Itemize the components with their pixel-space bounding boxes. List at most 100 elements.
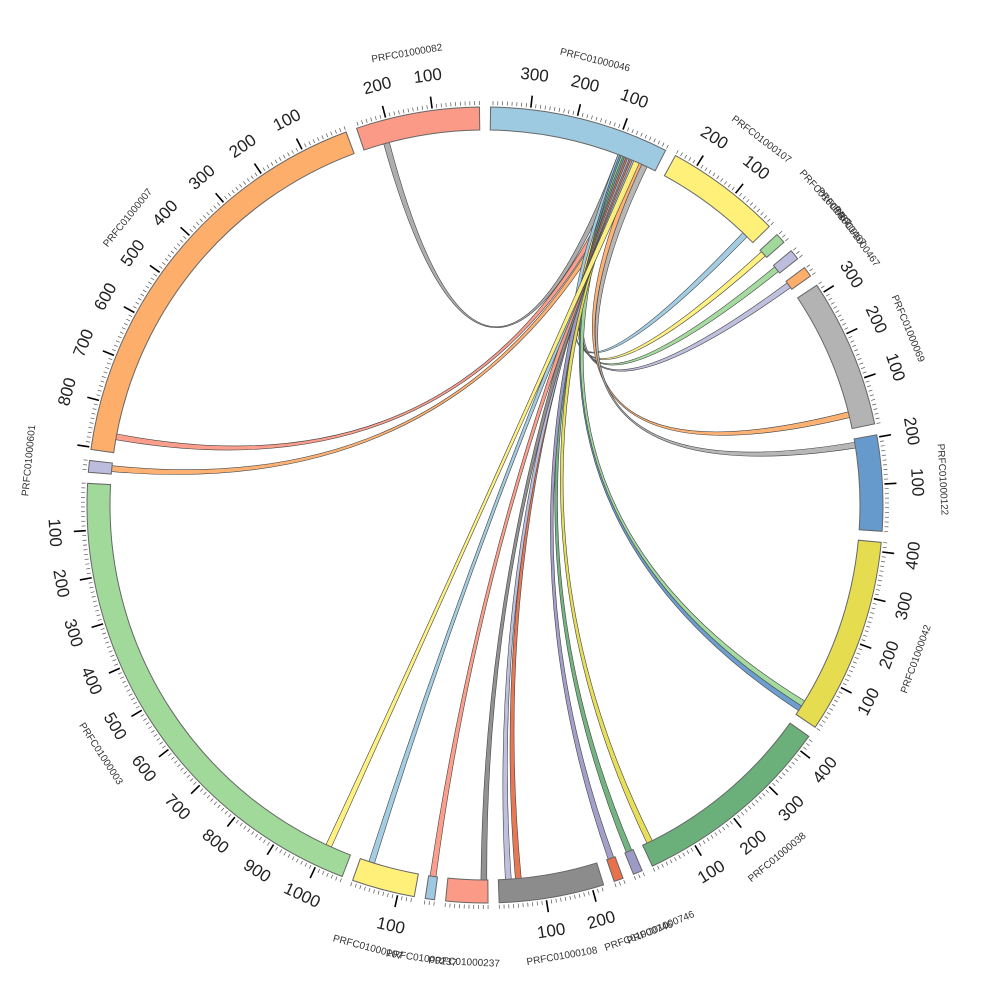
minor-tick (274, 159, 278, 164)
minor-tick (106, 362, 111, 365)
minor-tick (775, 779, 779, 783)
minor-tick (108, 358, 113, 361)
link-ribbon-0[interactable] (383, 142, 624, 328)
minor-tick (250, 175, 254, 180)
major-tick (840, 686, 852, 694)
tick-label: 100 (739, 151, 773, 184)
tick-label: 300 (185, 161, 219, 194)
contig-block-c046[interactable] (489, 106, 667, 172)
minor-tick (640, 132, 643, 137)
minor-tick (291, 150, 294, 154)
minor-tick (91, 412, 96, 415)
major-tick (394, 895, 399, 908)
contig-block-s7[interactable] (87, 459, 113, 475)
minor-tick (156, 737, 161, 741)
tick-label: 400 (149, 196, 182, 230)
contig-block-s4[interactable] (624, 848, 643, 875)
minor-tick (820, 285, 825, 289)
minor-tick (714, 832, 718, 836)
contig-block-c003[interactable] (86, 482, 352, 878)
minor-tick (816, 728, 821, 731)
minor-tick (850, 340, 855, 343)
minor-tick (304, 862, 308, 867)
contig-block-s5[interactable] (606, 856, 624, 883)
contig-block-s3[interactable] (785, 266, 812, 290)
minor-tick (196, 222, 200, 226)
minor-tick (251, 831, 255, 835)
contig-block-s1[interactable] (759, 233, 785, 259)
minor-tick (583, 892, 585, 897)
minor-tick (159, 741, 163, 745)
contig-block-s6[interactable] (424, 875, 439, 901)
link-ribbon-1[interactable] (115, 157, 634, 451)
contig-block-s2[interactable] (772, 249, 799, 274)
ticks-layer (73, 95, 897, 913)
minor-tick (657, 140, 661, 145)
minor-tick (173, 246, 178, 251)
tick-label: 900 (240, 855, 274, 886)
contig-block-c107[interactable] (663, 154, 771, 244)
minor-tick (731, 186, 735, 191)
minor-tick (785, 768, 789, 773)
minor-tick (321, 870, 325, 875)
contig-block-c069[interactable] (796, 284, 876, 430)
contig-block-c237[interactable] (445, 877, 489, 904)
tick-label: 500 (117, 236, 149, 270)
minor-tick (93, 403, 98, 406)
contig-name-s7: PRFC01000601 (20, 424, 38, 497)
contig-block-c007[interactable] (90, 131, 355, 454)
links-layer (111, 142, 856, 881)
minor-tick (287, 152, 290, 157)
minor-tick (192, 225, 197, 229)
major-tick (859, 643, 872, 650)
minor-tick (151, 730, 155, 733)
contig-block-c038[interactable] (641, 722, 810, 867)
minor-tick (844, 327, 849, 330)
minor-tick (102, 632, 107, 635)
minor-tick (262, 167, 266, 172)
minor-tick (374, 116, 377, 121)
major-tick (733, 817, 742, 829)
minor-tick (89, 422, 94, 424)
major-tick (823, 285, 835, 293)
minor-tick (421, 105, 424, 110)
minor-tick (555, 898, 557, 903)
minor-tick (103, 637, 108, 640)
minor-tick (118, 672, 122, 675)
minor-tick (287, 854, 291, 858)
minor-tick (140, 293, 145, 297)
contig-block-c042[interactable] (795, 539, 882, 728)
minor-tick (738, 192, 743, 197)
minor-tick (170, 250, 175, 254)
minor-tick (100, 628, 105, 630)
minor-tick (321, 135, 324, 140)
minor-tick (128, 693, 133, 696)
minor-tick (295, 147, 299, 152)
minor-tick (729, 820, 733, 825)
minor-tick (263, 839, 266, 843)
minor-tick (410, 898, 412, 903)
minor-tick (167, 254, 172, 258)
contig-block-c107b[interactable] (351, 858, 419, 898)
contig-block-c082[interactable] (355, 106, 481, 151)
major-tick (73, 529, 86, 533)
minor-tick (119, 331, 124, 334)
minor-tick (623, 880, 626, 885)
minor-tick (317, 137, 320, 142)
minor-tick (863, 634, 868, 637)
minor-tick (857, 358, 862, 361)
contig-block-c108[interactable] (497, 862, 605, 904)
minor-tick (567, 109, 570, 114)
minor-tick (145, 722, 150, 725)
minor-tick (631, 129, 634, 134)
minor-tick (690, 847, 694, 852)
minor-tick (569, 895, 571, 900)
tick-label: 600 (128, 751, 160, 785)
minor-tick (370, 117, 373, 122)
minor-tick (870, 612, 875, 614)
minor-tick (880, 561, 886, 563)
minor-tick (423, 900, 426, 905)
contig-block-c122[interactable] (853, 434, 884, 532)
minor-tick (117, 335, 122, 339)
minor-tick (808, 739, 813, 743)
